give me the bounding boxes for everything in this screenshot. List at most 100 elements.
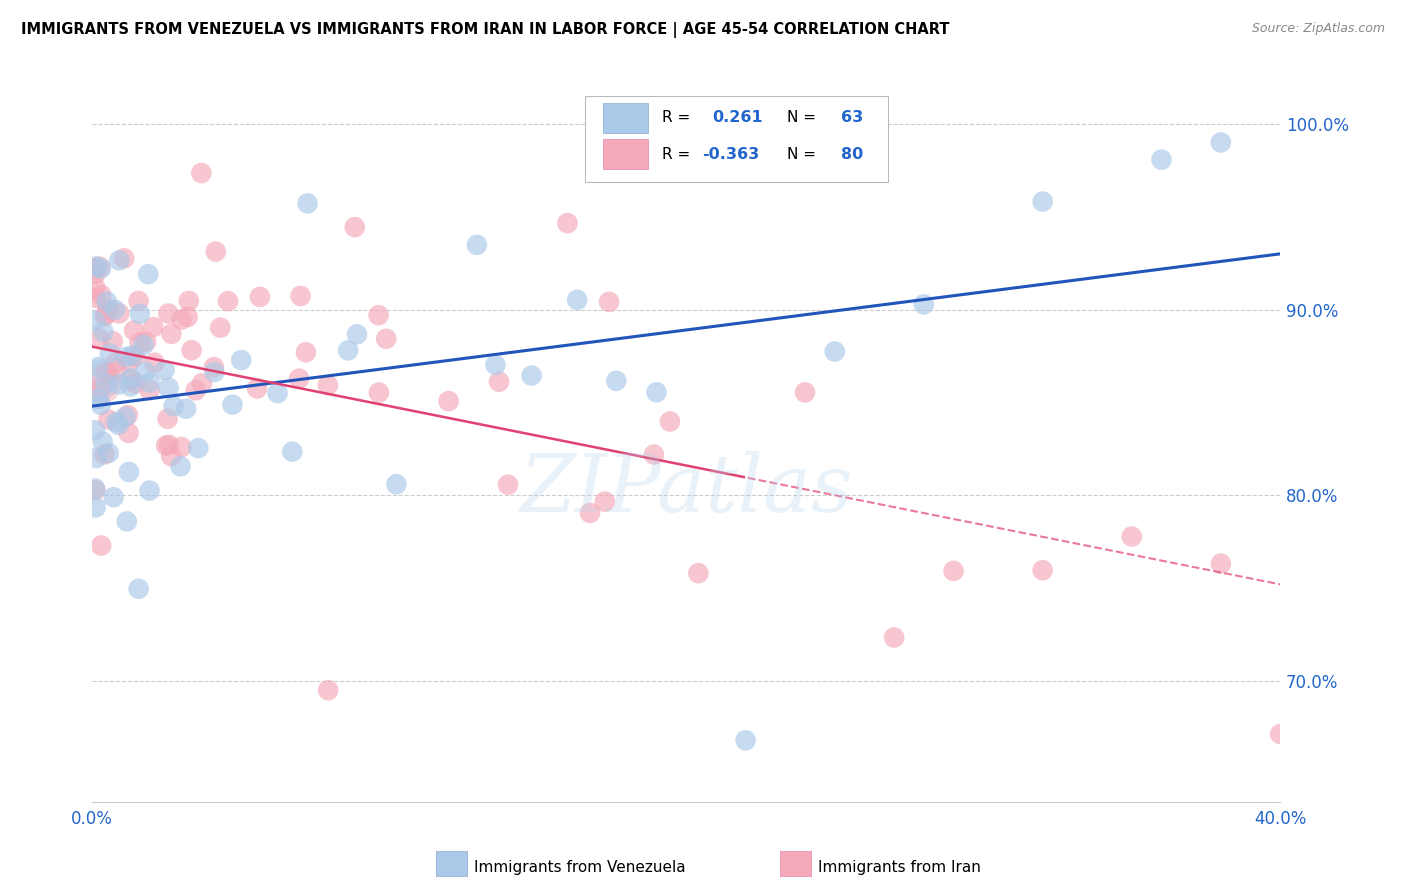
Point [794,385,817,400]
Point [160,449,183,463]
Point [90,381,112,395]
Point [128,335,150,350]
Point [249,290,271,304]
Point [912,297,935,311]
Point [520,368,543,383]
Point [204,244,226,259]
Point [174,401,197,416]
Point [124,350,146,364]
Point [101,334,124,349]
Point [375,332,398,346]
Point [94,309,117,323]
Point [84,483,107,497]
Point [124,376,146,391]
Point [93,447,115,461]
Point [105,415,128,429]
Point [246,381,269,395]
Text: IMMIGRANTS FROM VENEZUELA VS IMMIGRANTS FROM IRAN IN LABOR FORCE | AGE 45-54 COR: IMMIGRANTS FROM VENEZUELA VS IMMIGRANTS … [21,22,949,38]
Point [84,291,107,305]
Text: R =: R = [662,146,696,161]
Point [93,325,115,339]
Point [169,459,191,474]
Point [135,334,157,349]
Point [231,353,253,368]
Point [114,409,136,424]
Point [170,440,193,454]
Point [90,398,112,412]
Point [177,293,200,308]
Point [484,358,506,372]
Point [108,253,131,268]
Point [138,483,160,498]
Point [295,345,318,359]
Point [337,343,360,358]
Point [132,338,155,352]
Point [107,417,129,432]
Point [465,237,488,252]
Point [157,306,180,320]
Point [297,196,319,211]
Point [105,362,128,376]
Point [288,371,311,385]
Point [202,360,225,375]
Point [488,375,510,389]
Point [290,289,312,303]
Point [87,360,110,375]
Point [734,733,756,747]
Point [90,376,112,391]
Point [557,216,579,230]
Point [87,331,110,345]
Point [118,354,141,368]
Point [645,385,668,400]
Point [176,310,198,324]
Point [84,482,107,496]
Point [84,280,107,294]
Point [84,267,107,281]
Point [1150,153,1173,167]
Point [84,314,107,328]
Text: 80: 80 [841,146,863,161]
FancyBboxPatch shape [585,95,889,183]
Text: N =: N = [787,146,821,161]
Point [1032,194,1054,209]
Point [496,477,519,491]
Point [90,261,112,276]
Point [108,377,131,392]
Point [89,260,111,274]
Point [84,500,107,515]
Point [688,566,710,581]
Point [143,356,166,370]
Point [437,394,460,409]
Point [117,408,139,422]
Text: Source: ZipAtlas.com: Source: ZipAtlas.com [1251,22,1385,36]
Text: 63: 63 [841,111,863,126]
Point [136,267,159,281]
Point [191,376,214,391]
Point [346,327,368,342]
Point [103,490,125,504]
Text: -0.363: -0.363 [702,146,759,161]
Point [128,293,150,308]
Point [121,348,143,362]
Point [156,411,179,425]
Point [128,582,150,596]
FancyBboxPatch shape [603,139,648,169]
Point [316,378,339,392]
Point [643,448,665,462]
Point [98,346,121,360]
Point [598,294,620,309]
Point [180,343,202,358]
Text: N =: N = [787,111,821,126]
Point [883,631,905,645]
Point [108,306,131,320]
Point [87,373,110,387]
Point [1121,529,1143,543]
FancyBboxPatch shape [603,103,648,133]
Point [157,438,180,452]
Point [122,323,145,337]
Point [84,261,107,276]
Point [367,385,389,400]
Point [128,307,150,321]
Point [86,451,108,466]
Point [153,363,176,377]
